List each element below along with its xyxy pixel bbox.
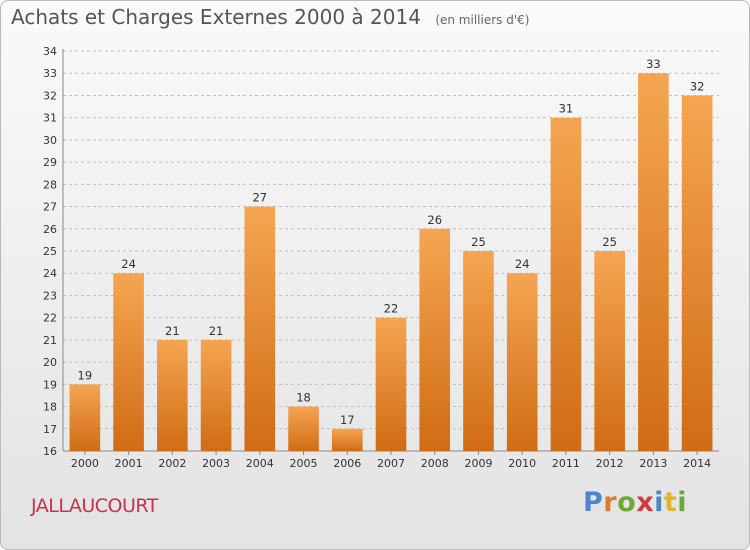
bar — [200, 339, 232, 451]
y-tick-label: 26 — [43, 223, 57, 236]
x-tick-label: 2013 — [639, 457, 667, 470]
y-tick-label: 30 — [43, 134, 57, 147]
logo-letter: P — [583, 487, 604, 518]
x-tick-label: 2004 — [246, 457, 274, 470]
x-tick-label: 2002 — [158, 457, 186, 470]
logo-letter: i — [677, 487, 688, 518]
y-tick-label: 29 — [43, 156, 57, 169]
logo-letter: i — [654, 487, 664, 518]
y-tick-label: 31 — [43, 112, 57, 125]
bar — [288, 406, 319, 451]
data-label: 24 — [515, 257, 530, 271]
proxiti-logo: Proxiti — [583, 487, 687, 518]
x-tick-label: 2009 — [464, 457, 492, 470]
data-label: 31 — [559, 102, 574, 116]
data-label: 18 — [296, 391, 311, 405]
x-tick-label: 2001 — [115, 457, 143, 470]
x-tick-label: 2005 — [290, 457, 318, 470]
y-tick-label: 23 — [43, 289, 57, 302]
data-label: 25 — [471, 235, 486, 249]
bar — [419, 228, 451, 451]
data-label: 32 — [690, 79, 705, 93]
y-tick-label: 19 — [43, 378, 57, 391]
y-tick-label: 20 — [43, 356, 57, 369]
y-tick-label: 32 — [43, 89, 57, 102]
x-tick-label: 2011 — [552, 457, 580, 470]
bar — [69, 384, 101, 451]
data-label: 24 — [121, 257, 136, 271]
y-tick-label: 33 — [43, 67, 57, 80]
bar — [375, 317, 407, 451]
x-tick-label: 2008 — [421, 457, 449, 470]
y-tick-label: 21 — [43, 334, 57, 347]
bar — [550, 117, 582, 452]
y-tick-label: 25 — [43, 245, 57, 258]
y-tick-label: 22 — [43, 312, 57, 325]
x-tick-label: 2006 — [333, 457, 361, 470]
y-tick-label: 18 — [43, 401, 57, 414]
bar — [463, 251, 494, 451]
data-label: 27 — [252, 191, 267, 205]
y-tick-label: 27 — [43, 201, 57, 214]
data-label: 21 — [209, 324, 224, 338]
y-tick-label: 24 — [43, 267, 57, 280]
logo-letter: t — [663, 487, 678, 518]
x-tick-label: 2014 — [683, 457, 711, 470]
bar — [331, 428, 363, 451]
data-label: 21 — [165, 324, 180, 338]
chart-unit: (en milliers d'€) — [435, 13, 530, 27]
bar — [244, 206, 276, 451]
data-label: 33 — [646, 57, 661, 71]
logo-letter: x — [636, 487, 655, 518]
logo-letter: r — [603, 487, 618, 518]
y-tick-label: 28 — [43, 178, 57, 191]
data-label: 22 — [384, 302, 399, 316]
data-label: 26 — [427, 213, 442, 227]
x-tick-label: 2010 — [508, 457, 536, 470]
logo-letter: o — [617, 487, 637, 518]
x-tick-label: 2012 — [596, 457, 624, 470]
data-label: 17 — [340, 413, 355, 427]
x-tick-label: 2003 — [202, 457, 230, 470]
bar — [638, 73, 669, 451]
y-tick-label: 16 — [43, 445, 57, 458]
bar — [594, 251, 625, 451]
x-tick-label: 2007 — [377, 457, 405, 470]
y-tick-label: 17 — [43, 423, 57, 436]
y-tick-label: 34 — [43, 45, 57, 58]
bar — [681, 95, 713, 451]
data-label: 25 — [602, 235, 617, 249]
commune-name: JALLAUCOURT — [31, 495, 158, 517]
bar — [506, 273, 538, 451]
x-tick-label: 2000 — [71, 457, 99, 470]
chart-title: Achats et Charges Externes 2000 à 2014 (… — [11, 5, 529, 29]
bar — [157, 339, 188, 451]
chart-title-text: Achats et Charges Externes 2000 à 2014 — [11, 5, 421, 29]
data-label: 19 — [78, 368, 93, 382]
bar — [113, 273, 144, 451]
